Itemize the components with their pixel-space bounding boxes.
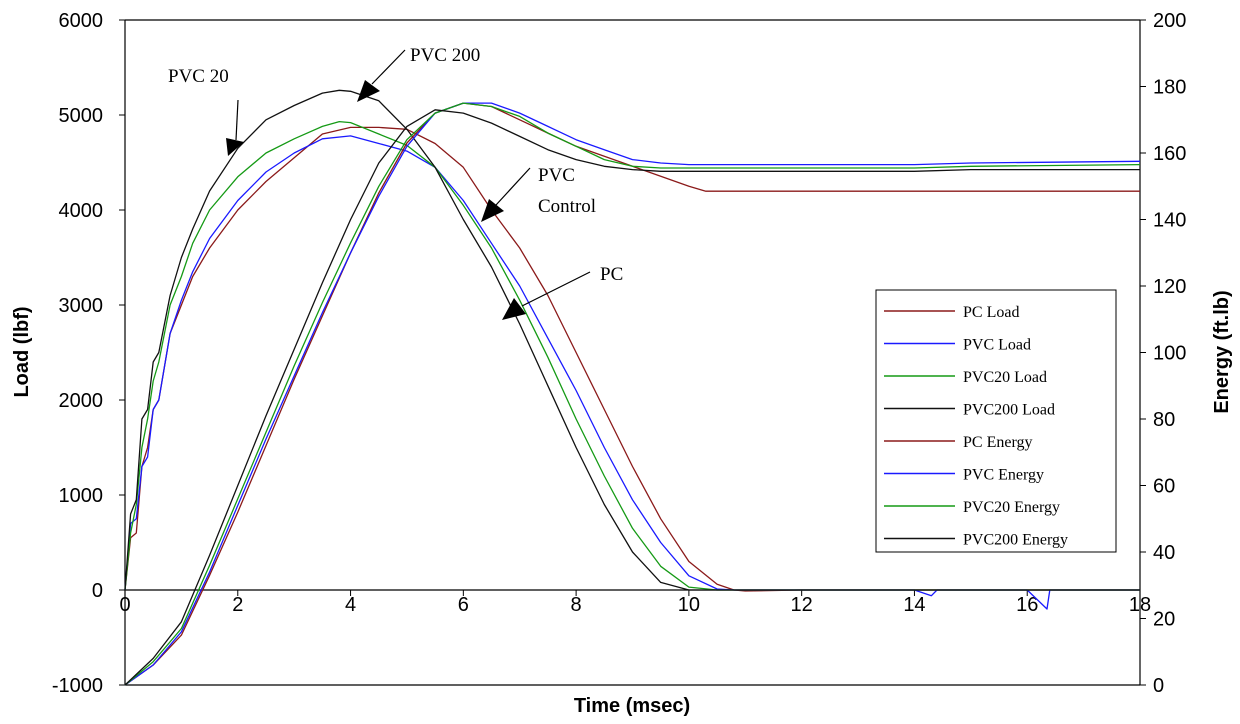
legend-label-pc-load: PC Load	[963, 304, 1019, 321]
y2-tick-label: 100	[1153, 343, 1186, 365]
legend-label-pvc20-load: PVC20 Load	[963, 369, 1047, 386]
annotation-pc-arrowhead	[502, 298, 526, 320]
y-tick-label: 1000	[59, 485, 104, 507]
y-tick-label: 3000	[59, 295, 104, 317]
annotation-pvc200: PVC 200	[410, 45, 480, 66]
series-line-pvc20-energy	[124, 102, 1141, 686]
y-axis-title: Load (lbf)	[11, 306, 33, 397]
y-tick-label: -1000	[52, 675, 103, 697]
legend-label-pvc-load: PVC Load	[963, 337, 1031, 354]
y2-tick-label: 200	[1153, 10, 1186, 32]
series-line-pvc200-energy	[124, 109, 1140, 686]
y2-tick-label: 0	[1153, 675, 1164, 697]
annotation-pvc-control-line1: PVC	[538, 165, 575, 186]
y2-tick-label: 140	[1153, 210, 1186, 232]
axis-ticks: 0 2 4 6 8 10 12 14 16 18-100001000200030004000500…	[52, 10, 1187, 697]
legend-label-pvc200-energy: PVC200 Energy	[963, 532, 1068, 549]
y-tick-label: 2000	[59, 390, 104, 412]
y2-tick-label: 180	[1153, 77, 1186, 99]
legend-label-pc-energy: PC Energy	[963, 434, 1032, 451]
annotation-pvc-control-arrowhead	[481, 199, 504, 222]
annotation-pc: PC	[600, 264, 623, 285]
annotation-pvc200-arrow-shaft	[371, 49, 406, 85]
x-tick-label: 6	[458, 594, 469, 616]
legend: PC Load PVC Load PVC20 Load PVC200 Load PC E…	[875, 289, 1117, 553]
y2-tick-label: 60	[1153, 476, 1175, 498]
annotation-pvc20: PVC 20	[168, 66, 229, 87]
x-tick-label: 0	[119, 594, 130, 616]
y-tick-label: 0	[92, 580, 103, 602]
x-axis-title: Time (msec)	[574, 695, 690, 717]
x-tick-label: 2	[232, 594, 243, 616]
y2-tick-label: 160	[1153, 143, 1186, 165]
x-tick-label: 14	[903, 594, 925, 616]
y2-axis-title: Energy (ft.lb)	[1211, 290, 1233, 413]
y-tick-label: 5000	[59, 105, 104, 127]
y2-tick-label: 20	[1153, 609, 1175, 631]
legend-label-pvc20-energy: PVC20 Energy	[963, 499, 1060, 516]
series-line-pvc200-load	[124, 89, 1140, 591]
series-line-pvc-load	[124, 135, 1140, 610]
x-tick-label: 4	[345, 594, 356, 616]
legend-entries: PC Load PVC Load PVC20 Load PVC200 Load PC E…	[884, 304, 1068, 549]
x-tick-label: 12	[791, 594, 813, 616]
y2-tick-label: 120	[1153, 276, 1186, 298]
y-tick-label: 6000	[59, 10, 104, 32]
annotation-pvc20-arrowhead	[226, 138, 244, 156]
legend-label-pvc-energy: PVC Energy	[963, 467, 1044, 484]
annotation-pvc-control-line2: Control	[538, 196, 596, 217]
x-tick-label: 16	[1016, 594, 1038, 616]
x-tick-label: 10	[678, 594, 700, 616]
y-tick-label: 4000	[59, 200, 104, 222]
legend-label-pvc200-load: PVC200 Load	[963, 402, 1055, 419]
x-tick-label: 8	[571, 594, 582, 616]
annotation-pvc20-arrow-shaft	[235, 99, 239, 141]
legend-box	[875, 289, 1117, 553]
series-group	[124, 89, 1141, 686]
annotation-pc-arrow-shaft	[521, 271, 591, 307]
annotations: PVC 20 PVC 200 PVC Control PC	[168, 45, 623, 320]
y2-tick-label: 40	[1153, 542, 1175, 564]
series-line-pvc20-load	[124, 120, 1140, 591]
y2-tick-label: 80	[1153, 409, 1175, 431]
annotation-pvc200-arrowhead	[357, 80, 380, 102]
x-tick-label: 18	[1129, 594, 1151, 616]
annotation-pvc-control-arrow-shaft	[495, 167, 531, 206]
